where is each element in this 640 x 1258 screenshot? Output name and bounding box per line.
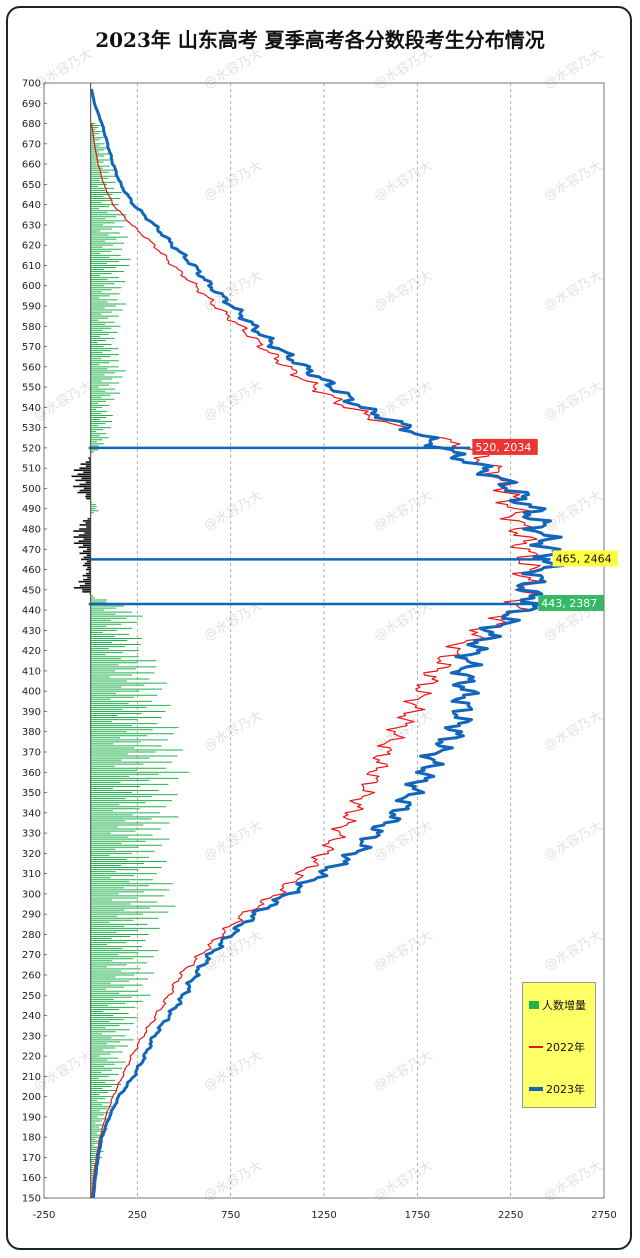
y-tick-label: 430 xyxy=(22,626,41,637)
y-tick-label: 530 xyxy=(22,423,41,434)
y-tick-label: 470 xyxy=(22,545,41,556)
y-tick-label: 560 xyxy=(22,362,41,373)
y-tick-label: 310 xyxy=(22,869,41,880)
legend-swatch-2023 xyxy=(529,1087,543,1091)
y-tick-label: 490 xyxy=(22,504,41,515)
y-tick-label: 630 xyxy=(22,220,41,231)
legend-label-increment: 人数增量 xyxy=(542,999,586,1012)
y-tick-label: 410 xyxy=(22,666,41,677)
increment-bars xyxy=(71,123,190,1199)
y-tick-label: 500 xyxy=(22,484,41,495)
y-tick-label: 510 xyxy=(22,464,41,475)
plot-border xyxy=(43,82,605,1199)
y-tick-label: 420 xyxy=(22,646,41,657)
y-tick-label: 190 xyxy=(22,1112,41,1123)
y-tick-label: 270 xyxy=(22,950,41,961)
y-tick-label: 640 xyxy=(22,200,41,211)
annotation-label-443: 443, 2387 xyxy=(541,597,597,610)
y-tick-label: 200 xyxy=(22,1092,41,1103)
y-tick-label: 300 xyxy=(22,889,41,900)
annotation-box-443 xyxy=(538,595,604,612)
y-tick-label: 440 xyxy=(22,606,41,617)
y-tick-label: 370 xyxy=(22,748,41,759)
y-tick-label: 670 xyxy=(22,139,41,150)
annotation-labels: 520, 2034 465, 2464 443, 2387 xyxy=(472,438,619,612)
x-tick-label: -250 xyxy=(33,1210,56,1221)
y-tick-label: 350 xyxy=(22,788,41,799)
legend-item-2022: 2022年 xyxy=(529,1039,585,1055)
y-tick-label: 320 xyxy=(22,849,41,860)
y-tick-label: 360 xyxy=(22,768,41,779)
y-tick-label: 220 xyxy=(22,1052,41,1063)
y-tick-label: 150 xyxy=(22,1194,41,1205)
annotation-label-465: 465, 2464 xyxy=(556,552,612,565)
legend-label-2023: 2023年 xyxy=(546,1083,585,1096)
y-tick-label: 330 xyxy=(22,829,41,840)
y-tick-label: 660 xyxy=(22,160,41,171)
chart-title: 2023年 山东高考 夏季高考各分数段考生分布情况 xyxy=(95,28,545,52)
y-tick-label: 180 xyxy=(22,1133,41,1144)
grid-lines xyxy=(43,82,605,1199)
y-tick-label: 280 xyxy=(22,930,41,941)
y-tick-label: 400 xyxy=(22,687,41,698)
y-tick-label: 240 xyxy=(22,1011,41,1022)
x-tick-label: 1250 xyxy=(311,1210,336,1221)
annotation-label-520: 520, 2034 xyxy=(475,441,531,454)
y-tick-label: 570 xyxy=(22,342,41,353)
y-tick-label: 450 xyxy=(22,585,41,596)
x-tick-label: 2250 xyxy=(498,1210,523,1221)
annotation-box-520 xyxy=(472,438,538,455)
y-tick-label: 540 xyxy=(22,403,41,414)
y-tick-label: 620 xyxy=(22,241,41,252)
x-tick-label: 1750 xyxy=(405,1210,430,1221)
x-tick-label: 250 xyxy=(128,1210,147,1221)
x-tick-label: 750 xyxy=(221,1210,240,1221)
y-tick-label: 160 xyxy=(22,1173,41,1184)
y-tick-label: 610 xyxy=(22,261,41,272)
y-tick-label: 550 xyxy=(22,383,41,394)
y-tick-label: 590 xyxy=(22,302,41,313)
y-tick-label: 480 xyxy=(22,525,41,536)
y-tick-label: 460 xyxy=(22,565,41,576)
y-tick-label: 380 xyxy=(22,727,41,738)
y-tick-label: 390 xyxy=(22,707,41,718)
axes: 150 160 170 180 190 200 210 220 230 240 250 260 270 2… xyxy=(22,79,617,1222)
legend: 人数增量 2022年 2023年 xyxy=(522,982,596,1108)
y-tick-label: 230 xyxy=(22,1031,41,1042)
legend-label-2022: 2022年 xyxy=(546,1041,585,1054)
y-tick-label: 340 xyxy=(22,808,41,819)
y-tick-label: 520 xyxy=(22,443,41,454)
y-tick-label: 600 xyxy=(22,281,41,292)
legend-item-2023: 2023年 xyxy=(529,1081,585,1097)
legend-item-increment: 人数增量 xyxy=(529,997,586,1013)
y-tick-label: 260 xyxy=(22,971,41,982)
y-tick-label: 210 xyxy=(22,1072,41,1083)
y-tick-label: 580 xyxy=(22,322,41,333)
y-tick-label: 700 xyxy=(22,79,41,90)
y-tick-label: 170 xyxy=(22,1153,41,1164)
y-tick-label: 250 xyxy=(22,991,41,1002)
legend-swatch-increment xyxy=(529,1001,539,1009)
series-lines xyxy=(90,88,565,1199)
x-tick-label: 2750 xyxy=(591,1210,616,1221)
y-tick-label: 680 xyxy=(22,119,41,130)
legend-swatch-2022 xyxy=(529,1046,543,1048)
y-tick-label: 290 xyxy=(22,910,41,921)
line-series-2023年 xyxy=(90,88,565,1199)
y-tick-label: 690 xyxy=(22,99,41,110)
annotation-box-465 xyxy=(552,550,619,567)
line-series-2022年 xyxy=(91,123,543,1199)
annotation-lines xyxy=(88,446,551,606)
y-tick-label: 650 xyxy=(22,180,41,191)
